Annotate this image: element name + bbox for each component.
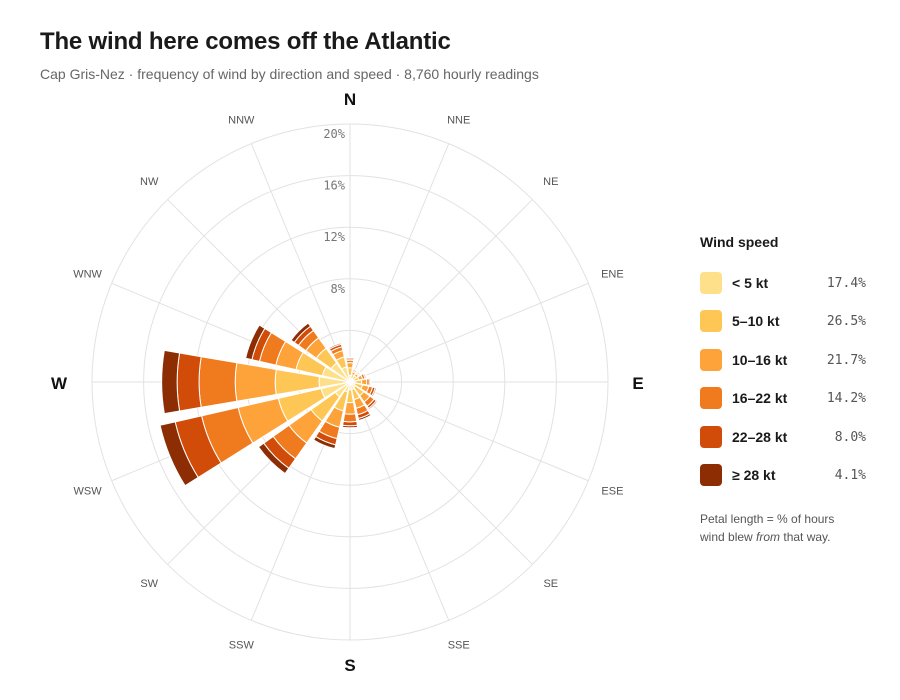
legend-label: < 5 kt (732, 275, 769, 291)
petal-ene-seg-5 (363, 372, 368, 379)
petal-s-seg-2 (344, 401, 356, 415)
legend-label: 22–28 kt (732, 428, 788, 445)
direction-label-ese: ESE (601, 486, 623, 498)
grid-spoke (349, 381, 589, 482)
direction-label-e: E (632, 374, 643, 393)
legend-value: 21.7% (826, 352, 866, 368)
petal-s-seg-5 (341, 424, 359, 429)
petal-layer (159, 322, 378, 487)
petal-nnw-seg-5 (328, 342, 342, 350)
legend-title: Wind speed (700, 234, 779, 250)
legend-item: < 5 kt 17.4% (700, 272, 880, 310)
direction-label-ssw: SSW (229, 639, 255, 651)
legend-label: 10–16 kt (732, 351, 788, 368)
legend-label: ≥ 28 kt (732, 466, 776, 483)
legend-value: 8.0% (834, 429, 866, 445)
petal-e-seg-2 (360, 378, 368, 386)
petal-wnw-seg-5 (245, 324, 266, 361)
grid-spoke (349, 381, 533, 565)
legend-swatch (700, 425, 722, 448)
petal-sse-seg-5 (357, 413, 372, 421)
petal-nw-seg-5 (290, 322, 311, 343)
direction-label-n: N (344, 90, 356, 109)
petal-w-seg-2 (234, 362, 277, 402)
legend-label: 16–22 kt (732, 390, 788, 407)
legend-value: 14.2% (826, 391, 866, 407)
legend-value: 4.1% (834, 467, 866, 483)
petal-ssw-seg-5 (313, 436, 337, 450)
legend-item: 5–10 kt 26.5% (700, 310, 880, 348)
note-line-1: Petal length = % of hours (700, 512, 835, 526)
legend-swatch (700, 272, 722, 294)
petal-wsw-seg-5 (159, 421, 199, 487)
direction-label-nw: NW (140, 176, 159, 188)
petal-nne-seg-5 (352, 368, 358, 372)
legend-value: 26.5% (826, 314, 866, 330)
direction-label-sse: SSE (448, 639, 470, 651)
legend-item: 22–28 kt 8.0% (700, 425, 880, 464)
radial-tick-label: 20% (323, 127, 345, 141)
chart-subtitle: Cap Gris-Nez · frequency of wind by dire… (40, 66, 539, 82)
petal-ese-seg-5 (371, 387, 377, 397)
legend-note: Petal length = % of hours wind blew from… (700, 510, 885, 546)
direction-label-wnw: WNW (73, 268, 102, 280)
direction-label-nnw: NNW (228, 115, 255, 127)
radial-tick-label: 16% (323, 179, 345, 193)
grid-spoke (250, 143, 351, 383)
note-line-2-end: that way. (780, 530, 831, 544)
radial-tick-label: 12% (323, 230, 345, 244)
note-line-2-start: wind blew (700, 530, 757, 544)
grid-spoke (349, 381, 450, 621)
petal-ne-seg-5 (356, 370, 362, 376)
legend-item: 10–16 kt 21.7% (700, 348, 880, 387)
legend-label: 5–10 kt (732, 313, 780, 330)
grid-spoke (349, 199, 533, 383)
legend-swatch (700, 348, 722, 371)
legend-item: 16–22 kt 14.2% (700, 387, 880, 425)
direction-label-se: SE (543, 578, 558, 590)
radial-tick-label: 8% (331, 282, 346, 296)
petal-s-seg-3 (342, 413, 358, 423)
petal-n-seg-2 (346, 362, 354, 369)
direction-label-wsw: WSW (74, 486, 103, 498)
legend-swatch (700, 387, 722, 410)
label-layer: 8% 12% 16% 20% N NNE NE ENE E ESE SE SSE S SSW SW WSW W W… (51, 90, 644, 675)
grid-spoke (349, 282, 589, 383)
direction-label-ene: ENE (601, 268, 624, 280)
legend-item: ≥ 28 kt 4.1% (700, 463, 880, 502)
direction-label-ne: NE (543, 176, 558, 188)
direction-label-w: W (51, 374, 68, 393)
legend-swatch (700, 463, 722, 486)
petal-e-seg-5 (369, 377, 372, 387)
grid-spoke (349, 143, 450, 383)
petal-w-seg-4 (176, 352, 202, 412)
legend-rows: < 5 kt 17.4% 5–10 kt 26.5% 10–16 kt 21.7% 16–2… (700, 272, 880, 502)
legend: Wind speed < 5 kt 17.4% 5–10 kt 26.5% 10–16 … (700, 234, 880, 502)
petal-w-seg-5 (161, 349, 181, 415)
chart-title: The wind here comes off the Atlantic (40, 28, 451, 55)
petal-n-seg-5 (345, 356, 355, 360)
direction-label-sw: SW (140, 578, 158, 590)
legend-swatch (700, 310, 722, 333)
note-emphasis: from (756, 530, 781, 544)
petal-sw-seg-5 (257, 442, 290, 475)
petal-se-seg-5 (368, 400, 378, 410)
petal-w-seg-3 (198, 356, 238, 408)
direction-label-nne: NNE (447, 115, 470, 127)
legend-value: 17.4% (826, 276, 866, 291)
direction-label-s: S (344, 656, 355, 675)
